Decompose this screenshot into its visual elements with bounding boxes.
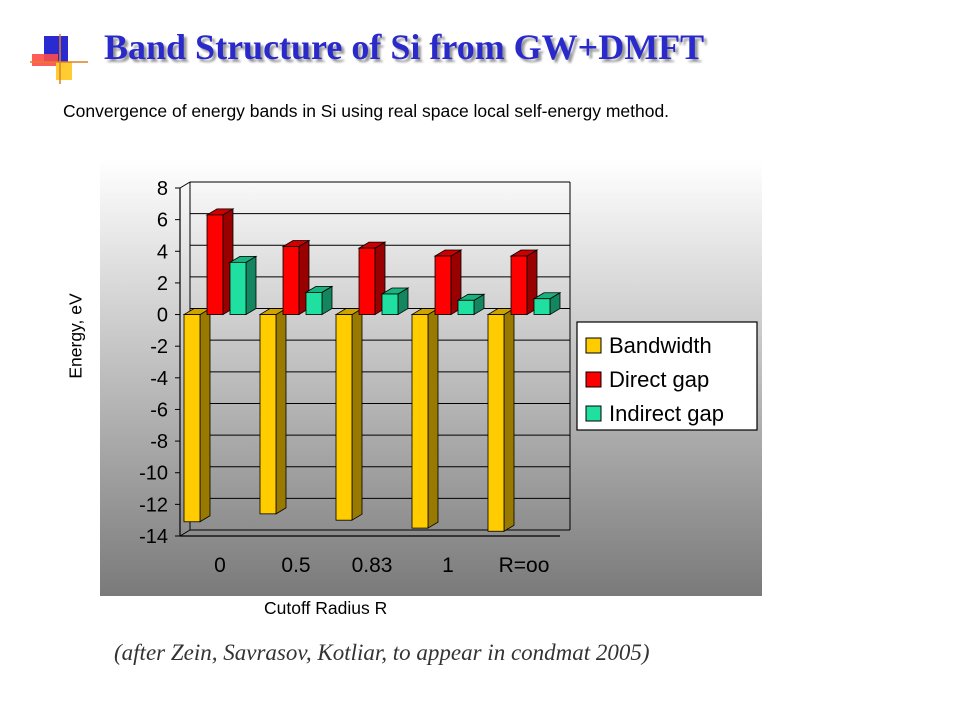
bar-bandwidth — [182, 307, 212, 523]
y-tick-label: 8 — [157, 178, 168, 200]
y-tick-label: 2 — [157, 273, 168, 295]
bar-indirect-gap — [228, 255, 258, 316]
legend-label: Bandwidth — [609, 333, 712, 358]
bars — [182, 208, 562, 532]
bar-direct-gap — [205, 208, 235, 316]
y-tick-label: -4 — [150, 368, 168, 390]
legend-label: Indirect gap — [609, 401, 724, 426]
y-tick-label: 0 — [157, 305, 168, 327]
citation: (after Zein, Savrasov, Kotliar, to appea… — [114, 640, 650, 665]
bar-direct-gap — [433, 249, 463, 316]
x-tick-labels: 0 0.5 0.83 1 R=oo — [214, 554, 549, 577]
y-tick-label: -14 — [139, 526, 168, 548]
legend-swatch — [585, 405, 602, 422]
bar-bandwidth — [258, 307, 288, 515]
bar-bandwidth — [334, 307, 364, 521]
y-tick-label: 6 — [157, 210, 168, 232]
legend-label: Direct gap — [609, 367, 709, 392]
bar-bandwidth — [410, 307, 440, 529]
bar-bandwidth — [486, 307, 516, 532]
bar-direct-gap — [509, 249, 539, 316]
y-tick-label: -6 — [150, 399, 168, 421]
bar-indirect-gap — [532, 292, 562, 316]
bar-indirect-gap — [456, 293, 486, 316]
slide-logo-icon — [30, 34, 88, 84]
x-tick-label: 0.5 — [281, 554, 310, 577]
legend-swatch — [585, 371, 602, 388]
y-tick-label: -8 — [150, 431, 168, 453]
bar-indirect-gap — [380, 287, 410, 316]
legend-box — [576, 321, 758, 431]
slide-title: Band Structure of Si from GW+DMFT — [104, 27, 705, 67]
y-tick-label: -12 — [139, 494, 168, 516]
y-tick-label: -2 — [150, 336, 168, 358]
bar-indirect-gap — [304, 285, 334, 316]
legend-swatch — [585, 337, 602, 354]
legend: Bandwidth Direct gap Indirect gap — [576, 321, 758, 431]
x-tick-label: R=oo — [499, 554, 550, 577]
y-axis-label: Energy, eV — [65, 293, 86, 379]
y-tick-label: -10 — [139, 463, 168, 485]
band-energy-chart: 8 6 4 2 0 -2 -4 -6 -8 -10 -12 -14 0 0.5 0.83 1 R=oo Ban… — [100, 160, 762, 596]
x-tick-label: 1 — [442, 554, 454, 577]
y-tick-label: 4 — [157, 241, 168, 263]
x-axis-label: Cutoff Radius R — [264, 598, 388, 618]
bar-direct-gap — [357, 241, 387, 316]
x-tick-label: 0 — [214, 554, 226, 577]
slide-subtitle: Convergence of energy bands in Si using … — [63, 101, 670, 121]
bar-direct-gap — [281, 239, 311, 316]
x-tick-label: 0.83 — [352, 554, 393, 577]
